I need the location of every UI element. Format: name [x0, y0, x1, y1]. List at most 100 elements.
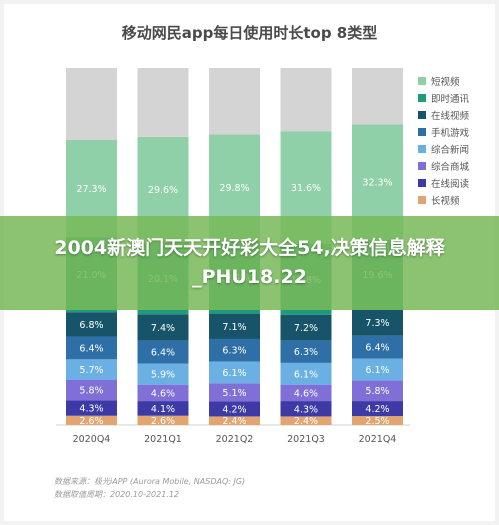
data-label: 6.1%: [294, 369, 318, 380]
data-label: 4.2%: [365, 404, 389, 415]
bar-segment-other: [66, 68, 117, 140]
data-label: 6.4%: [151, 348, 175, 359]
legend-label: 综合商城: [431, 161, 470, 173]
data-label: 2.5%: [365, 416, 389, 427]
legend-swatch: [418, 127, 426, 136]
data-label: 2.4%: [222, 416, 246, 427]
data-label: 6.8%: [79, 320, 103, 331]
legend-item: 在线阅读: [418, 174, 469, 191]
legend-swatch: [418, 110, 426, 119]
bar-segment-other: [137, 68, 189, 137]
x-tick-label: 2021Q4: [359, 434, 397, 445]
data-label: 4.3%: [79, 404, 103, 415]
source-line-1: 数据来源：极光iAPP (Aurora Mobile, NASDAQ: JG): [54, 477, 246, 486]
overlay-banner: 2004新澳门天天开好彩大全54,决策信息解释_PHU18.22: [0, 216, 499, 310]
bar-segment: [280, 384, 332, 402]
data-label: 6.1%: [222, 368, 246, 379]
bar-segment: [352, 309, 403, 336]
data-label: 6.4%: [365, 343, 389, 354]
legend-label: 综合新闻: [431, 144, 470, 156]
bar-segment: [280, 314, 332, 341]
bar-segment: [352, 358, 403, 381]
data-label: 7.2%: [294, 323, 318, 334]
data-label: 5.8%: [365, 386, 389, 397]
bar-segment: [66, 312, 117, 337]
bar-segment: [66, 415, 117, 425]
legend-item: 短视频: [418, 72, 469, 89]
bar-segment: [137, 363, 189, 385]
bar-segment: [352, 416, 403, 425]
bar-segment: [66, 379, 117, 401]
bar-segment: [66, 400, 117, 416]
data-label: 4.2%: [222, 404, 246, 415]
bar-segment: [352, 380, 403, 402]
bar-segment: [137, 415, 189, 425]
data-label: 31.6%: [291, 183, 321, 194]
chart-title: 移动网民app每日使用时长top 8类型: [121, 24, 378, 42]
bar-segment: [137, 340, 189, 364]
legend-item: 手机游戏: [418, 123, 469, 140]
chart-legend: 短视频即时通讯在线视频手机游戏综合新闻综合商城在线阅读长视频: [418, 72, 469, 208]
legend-item: 综合新闻: [418, 140, 469, 157]
data-label: 7.3%: [365, 318, 389, 329]
data-label: 5.7%: [79, 365, 103, 376]
data-label: 4.6%: [294, 388, 318, 399]
data-label: 6.4%: [79, 343, 103, 354]
bar-segment: [66, 336, 117, 360]
bar-segment: [280, 340, 332, 363]
bar-segment: [352, 401, 403, 417]
legend-swatch: [418, 144, 426, 153]
bar-segment: [280, 362, 332, 385]
data-label: 29.8%: [219, 183, 249, 194]
bar-segment-other: [352, 68, 403, 125]
legend-swatch: [418, 93, 426, 102]
data-label: 32.3%: [362, 178, 392, 189]
legend-swatch: [418, 76, 426, 85]
bar-segment: [209, 401, 260, 417]
data-label: 29.6%: [148, 185, 178, 196]
data-label: 4.3%: [294, 404, 318, 415]
data-label: 6.3%: [294, 347, 318, 358]
legend-label: 即时通讯: [431, 93, 470, 105]
bar-segment: [137, 401, 189, 416]
data-label: 2.4%: [294, 416, 318, 427]
data-label: 27.3%: [76, 184, 106, 195]
data-label: 7.1%: [222, 322, 246, 333]
bar-segment: [137, 314, 189, 341]
bar-segment: [137, 384, 189, 402]
data-label: 2.6%: [79, 416, 103, 427]
bar-segment: [66, 359, 117, 380]
legend-label: 手机游戏: [431, 127, 470, 139]
data-label: 4.1%: [151, 404, 175, 415]
source-line-2: 数据取值周期：2020.10-2021.12: [54, 490, 180, 499]
x-tick-label: 2021Q1: [144, 434, 182, 445]
bar-segment: [209, 383, 260, 402]
x-tick-label: 2021Q3: [287, 434, 325, 445]
legend-item: 在线视频: [418, 106, 469, 123]
data-label: 5.8%: [79, 386, 103, 397]
bar-segment: [209, 338, 260, 362]
bar-segment: [352, 335, 403, 359]
legend-swatch: [418, 178, 426, 187]
legend-item: 即时通讯: [418, 89, 469, 106]
bar-segment-other: [209, 68, 260, 135]
bar-segment: [209, 313, 260, 339]
legend-label: 在线阅读: [431, 178, 470, 190]
bar-segment-other: [280, 68, 332, 132]
legend-item: 长视频: [418, 191, 469, 208]
bar-segment: [280, 401, 332, 417]
legend-label: 长视频: [431, 195, 460, 207]
legend-swatch: [418, 161, 426, 170]
x-tick-label: 2020Q4: [73, 434, 111, 445]
bar-segment: [209, 361, 260, 384]
data-label: 7.4%: [151, 323, 175, 334]
legend-label: 在线视频: [431, 110, 470, 122]
data-label: 4.6%: [151, 388, 175, 399]
banner-text: 2004新澳门天天开好彩大全54,决策信息解释_PHU18.22: [54, 237, 445, 288]
data-label: 6.3%: [222, 346, 246, 357]
data-label: 5.9%: [151, 370, 175, 381]
data-label: 6.1%: [365, 365, 389, 376]
bar-segment: [280, 416, 332, 425]
x-tick-label: 2021Q2: [216, 434, 254, 445]
data-label: 5.1%: [222, 388, 246, 399]
